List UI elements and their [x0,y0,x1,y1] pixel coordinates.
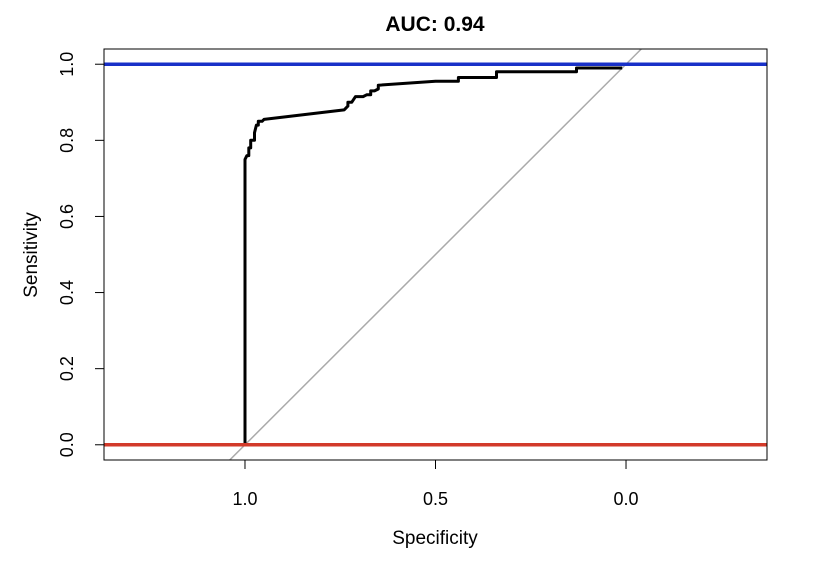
y-tick-label: 0.8 [57,128,77,153]
x-axis-label: Specificity [392,528,478,549]
x-tick-label: 0.5 [423,489,448,509]
y-tick-label: 0.6 [57,204,77,229]
y-axis-label: Sensitivity [21,212,42,298]
x-axis: 1.0 0.5 0.0 [232,459,639,509]
y-tick-label: 0.4 [57,280,77,305]
y-tick-label: 0.0 [57,432,77,457]
y-tick-label: 1.0 [57,52,77,77]
chart-title: AUC: 0.94 [385,13,485,36]
roc-curve-line [243,66,623,445]
plot-area [104,49,767,460]
y-axis: 0.0 0.2 0.4 0.6 0.8 1.0 [57,52,105,457]
x-tick-label: 0.0 [614,489,639,509]
diagonal-reference-line [228,49,643,460]
y-tick-label: 0.2 [57,356,77,381]
x-tick-label: 1.0 [232,489,257,509]
